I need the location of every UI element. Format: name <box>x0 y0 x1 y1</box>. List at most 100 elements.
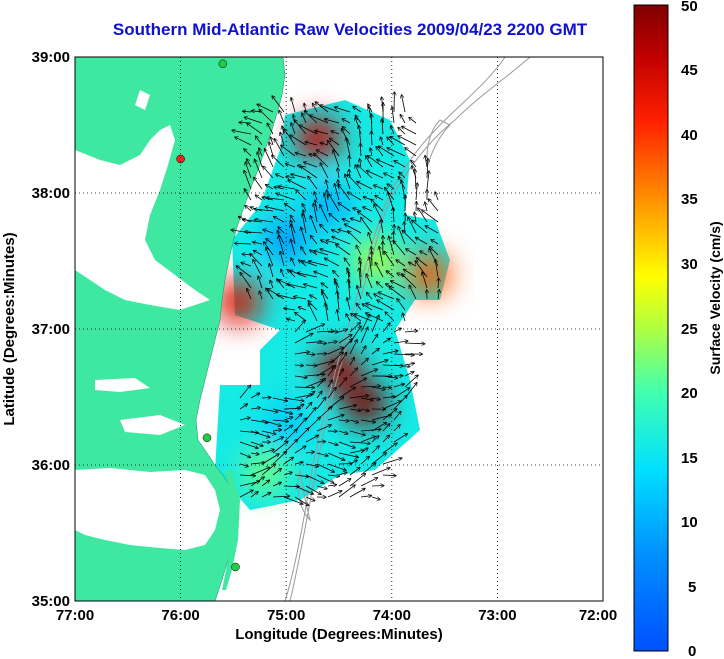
speed-patch <box>264 218 309 263</box>
velocity-arrow <box>301 247 307 256</box>
velocity-arrow <box>349 430 365 435</box>
velocity-arrow <box>338 464 352 465</box>
velocity-arrow <box>258 276 263 289</box>
velocity-arrow <box>358 212 373 223</box>
velocity-arrow <box>245 206 252 212</box>
velocity-arrow <box>276 174 285 179</box>
velocity-arrow <box>382 409 397 421</box>
velocity-arrow <box>360 409 369 411</box>
velocity-arrow <box>371 360 388 366</box>
velocity-arrow <box>274 139 285 157</box>
velocity-arrow <box>360 397 373 400</box>
velocity-arrow <box>320 163 329 179</box>
velocity-arrow <box>360 346 366 355</box>
velocity-arrow <box>404 343 425 344</box>
velocity-arrow <box>283 397 304 401</box>
velocity-arrow <box>294 446 306 454</box>
velocity-arrow <box>302 214 307 234</box>
velocity-arrow <box>331 131 340 135</box>
velocity-arrow <box>272 408 292 414</box>
velocity-arrow <box>327 388 336 399</box>
velocity-arrow <box>397 299 406 311</box>
velocity-arrow <box>332 237 351 245</box>
velocity-arrow <box>250 441 263 446</box>
speed-patch <box>243 449 288 494</box>
velocity-arrow <box>368 233 373 245</box>
velocity-arrow <box>354 314 373 322</box>
velocity-arrow <box>382 375 397 378</box>
velocity-arrow <box>349 368 357 377</box>
velocity-arrow <box>263 230 274 234</box>
velocity-vectors <box>231 92 439 505</box>
velocity-arrow <box>360 419 375 422</box>
velocity-arrow <box>359 126 362 146</box>
velocity-arrow <box>327 415 344 421</box>
velocity-arrow <box>422 272 428 289</box>
velocity-arrow <box>272 156 285 168</box>
velocity-arrow <box>396 260 406 267</box>
velocity-arrow <box>386 271 395 278</box>
velocity-arrow <box>435 260 439 278</box>
velocity-arrow <box>349 396 368 399</box>
velocity-arrow <box>377 300 395 311</box>
x-tick: 75:00 <box>267 607 305 624</box>
colorbar-ticks: 50 45 40 35 30 25 20 15 10 5 0 <box>681 0 698 659</box>
velocity-arrow <box>393 354 414 355</box>
velocity-arrow <box>236 266 252 278</box>
velocity-arrow <box>345 224 362 234</box>
velocity-arrow <box>338 452 358 457</box>
velocity-arrow <box>272 437 283 443</box>
velocity-arrow <box>374 294 384 300</box>
velocity-arrow <box>265 149 274 168</box>
velocity-arrow <box>371 335 378 344</box>
velocity-arrow <box>356 246 362 256</box>
velocity-arrow <box>254 209 274 212</box>
x-axis-ticks: 77:00 76:00 75:00 74:00 73:00 72:00 <box>56 607 617 624</box>
velocity-arrow <box>320 143 329 145</box>
velocity-arrow <box>247 289 252 300</box>
velocity-arrow <box>338 353 347 366</box>
velocity-arrow <box>294 462 303 464</box>
velocity-arrow <box>387 137 395 146</box>
velocity-arrow <box>239 452 250 457</box>
velocity-arrow <box>290 216 296 223</box>
velocity-arrow <box>360 448 368 454</box>
velocity-arrow <box>382 435 389 443</box>
velocity-arrow <box>261 408 278 412</box>
velocity-arrow <box>244 171 252 190</box>
velocity-arrow <box>311 236 318 245</box>
radar-station-marker <box>218 59 228 69</box>
colorbar-tick: 35 <box>681 191 698 208</box>
velocity-arrow <box>316 331 334 332</box>
velocity-arrow <box>294 475 309 477</box>
velocity-arrow <box>325 258 340 267</box>
velocity-arrow <box>435 192 439 201</box>
velocity-arrow <box>387 184 395 190</box>
velocity-arrow <box>349 340 357 355</box>
velocity-arrow <box>349 419 358 423</box>
velocity-arrow <box>253 242 263 244</box>
x-tick: 74:00 <box>373 607 411 624</box>
velocity-arrow <box>278 227 285 234</box>
velocity-arrow <box>360 144 361 157</box>
colorbar-tick: 25 <box>681 321 698 338</box>
velocity-arrow <box>250 477 264 487</box>
velocity-arrow <box>327 441 338 445</box>
velocity-arrow <box>422 210 439 223</box>
velocity-arrow <box>276 194 296 201</box>
velocity-arrow <box>425 202 427 212</box>
velocity-arrow <box>314 192 318 201</box>
velocity-arrow <box>327 491 342 498</box>
velocity-arrow <box>326 180 328 190</box>
radar-station-marker <box>231 562 240 572</box>
velocity-arrow <box>348 231 362 245</box>
velocity-arrow <box>416 183 417 201</box>
velocity-arrow <box>400 115 406 124</box>
velocity-arrow <box>305 485 321 494</box>
velocity-arrow <box>261 464 275 476</box>
velocity-arrow <box>272 420 288 422</box>
velocity-arrow <box>309 261 329 267</box>
velocity-arrow <box>314 272 329 278</box>
velocity-arrow <box>347 174 362 190</box>
velocity-arrow <box>404 375 418 388</box>
